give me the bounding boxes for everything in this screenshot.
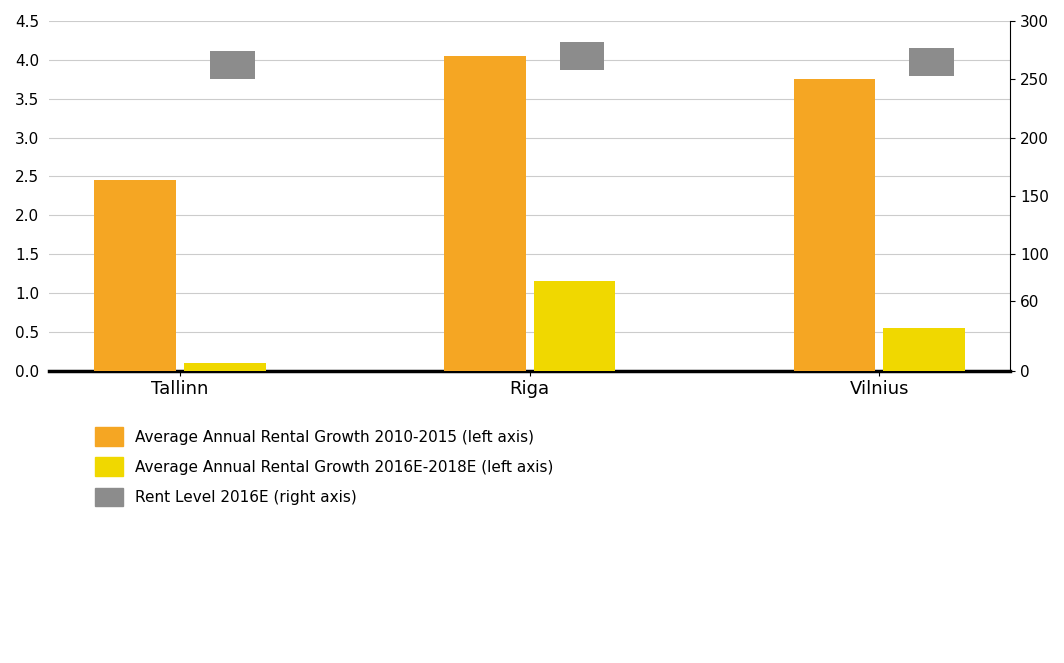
Legend: Average Annual Rental Growth 2010-2015 (left axis), Average Annual Rental Growth: Average Annual Rental Growth 2010-2015 (… xyxy=(95,428,553,506)
Bar xyxy=(444,56,526,371)
Bar xyxy=(883,328,965,371)
Bar xyxy=(210,51,255,80)
Bar xyxy=(794,80,875,371)
Bar xyxy=(95,180,176,371)
Bar xyxy=(560,42,604,70)
Bar xyxy=(910,48,954,76)
Bar xyxy=(184,363,266,371)
Bar xyxy=(534,281,615,371)
